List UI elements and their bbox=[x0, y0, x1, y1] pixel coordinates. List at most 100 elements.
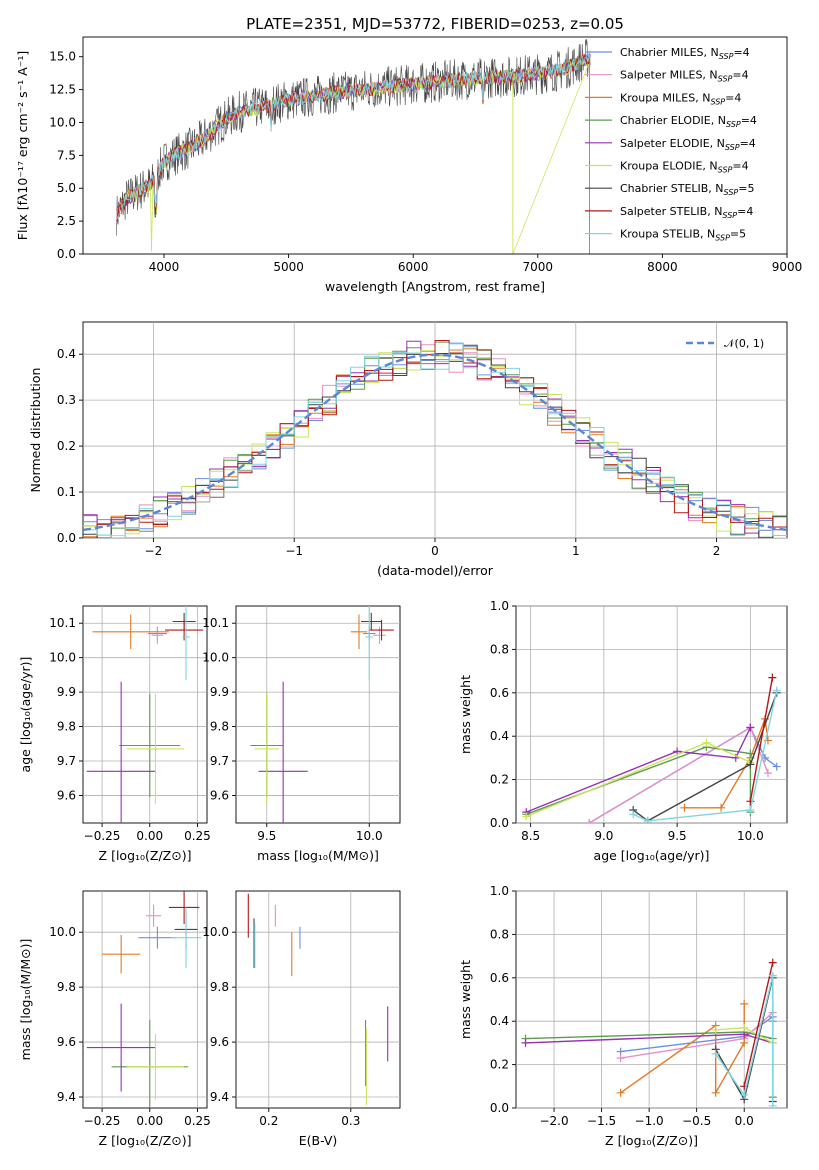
weight-vs-age-xlabel: age [log₁₀(age/yr)] bbox=[594, 848, 710, 863]
age-vs-Z-ytick-label: 10.1 bbox=[49, 616, 76, 630]
mass-vs-ebv-ytick-label: 10.0 bbox=[202, 925, 229, 939]
weight-vs-Z-xtick-label: 0.0 bbox=[735, 1114, 754, 1128]
residuals-ytick-label: 0.1 bbox=[57, 485, 76, 499]
weight-vs-age-ytick-label: 1.0 bbox=[490, 599, 509, 613]
age-vs-mass-xtick-label: 10.0 bbox=[356, 829, 383, 843]
weight-vs-age-marker bbox=[702, 738, 711, 747]
weight-vs-Z-marker bbox=[711, 1025, 720, 1034]
mass-vs-ebv-frame bbox=[235, 890, 401, 1109]
spectrum-ylabel: Flux [fλ10⁻¹⁷ erg cm⁻² s⁻¹ A⁻¹] bbox=[15, 51, 30, 240]
spectrum-xtick-label: 6000 bbox=[398, 260, 429, 274]
weight-vs-age-xtick-label: 8.5 bbox=[521, 829, 540, 843]
weight-vs-Z-marker bbox=[740, 999, 749, 1008]
spectrum-xtick-label: 8000 bbox=[647, 260, 678, 274]
weight-vs-Z-xtick-label: −0.5 bbox=[682, 1114, 711, 1128]
weight-vs-Z-ytick-label: 0.8 bbox=[490, 927, 509, 941]
weight-vs-Z-marker bbox=[768, 1101, 777, 1108]
spectrum-frame bbox=[82, 36, 788, 255]
weight-vs-age-marker bbox=[746, 797, 755, 806]
weight-vs-age-marker bbox=[763, 769, 772, 778]
age-vs-Z-ytick-label: 9.6 bbox=[57, 788, 76, 802]
age-vs-mass-frame bbox=[235, 605, 401, 824]
weight-vs-age-ytick-label: 0.4 bbox=[490, 729, 509, 743]
residuals-xtick-label: 2 bbox=[713, 544, 721, 558]
weight-vs-Z-series-2 bbox=[620, 1003, 745, 1096]
spectrum-legend-entry: Kroupa STELIB, NSSP=5 bbox=[620, 228, 746, 243]
weight-vs-age-marker bbox=[746, 805, 755, 814]
age-vs-Z-frame bbox=[82, 605, 208, 824]
mass-vs-Z-ytick-label: 9.4 bbox=[57, 1090, 76, 1104]
age-vs-Z-ytick-label: 9.9 bbox=[57, 685, 76, 699]
weight-vs-age-marker bbox=[746, 760, 755, 769]
spectrum-legend-entry: Chabrier STELIB, NSSP=5 bbox=[620, 182, 754, 197]
spectrum-legend-entry: Salpeter MILES, NSSP=4 bbox=[620, 69, 749, 84]
weight-vs-age-ytick-label: 0.2 bbox=[490, 773, 509, 787]
weight-vs-age-marker bbox=[629, 810, 638, 819]
residuals-legend-entry: 𝒩(0, 1) bbox=[724, 337, 764, 350]
spectrum-xtick-label: 4000 bbox=[149, 260, 180, 274]
weight-vs-age-marker bbox=[772, 686, 781, 695]
spectrum-ytick-label: 10.0 bbox=[49, 115, 76, 129]
residuals-ytick-label: 0.0 bbox=[57, 531, 76, 545]
mass-vs-Z-ytick-label: 9.8 bbox=[57, 980, 76, 994]
mass-vs-Z-ytick-label: 9.6 bbox=[57, 1035, 76, 1049]
residuals-hist-6 bbox=[83, 344, 787, 538]
weight-vs-age-ytick-label: 0.0 bbox=[490, 816, 509, 830]
weight-vs-Z-marker bbox=[740, 1023, 749, 1032]
mass-vs-Z-ylabel: mass [log₁₀(M/M⊙)] bbox=[18, 939, 33, 1061]
residuals-xtick-label: 1 bbox=[572, 544, 580, 558]
weight-vs-age-series-3 bbox=[526, 746, 752, 815]
weight-vs-Z-ylabel: mass weight bbox=[458, 960, 473, 1039]
weight-vs-age-frame bbox=[515, 605, 788, 824]
residuals-ylabel: Normed distribution bbox=[28, 368, 43, 493]
age-vs-mass-ytick-label: 10.1 bbox=[202, 616, 229, 630]
spectrum-legend-entry: Chabrier MILES, NSSP=4 bbox=[620, 46, 750, 61]
spectrum-xlabel: wavelength [Angstrom, rest frame] bbox=[325, 279, 545, 294]
weight-vs-age-marker bbox=[643, 816, 652, 823]
age-vs-mass-xlabel: mass [log₁₀(M/M⊙)] bbox=[257, 848, 379, 863]
age-vs-Z-ytick-label: 9.7 bbox=[57, 754, 76, 768]
mass-vs-ebv-ytick-label: 9.4 bbox=[210, 1090, 229, 1104]
age-vs-mass-ytick-label: 10.0 bbox=[202, 651, 229, 665]
age-vs-mass-errorbars bbox=[250, 606, 394, 823]
weight-vs-age-ytick-label: 0.8 bbox=[490, 642, 509, 656]
spectrum-xtick-label: 7000 bbox=[523, 260, 554, 274]
residuals-histograms bbox=[83, 340, 787, 538]
mass-vs-Z-errorbars bbox=[86, 891, 202, 1108]
spectrum-legend-entry: Kroupa ELODIE, NSSP=4 bbox=[620, 160, 749, 175]
mass-vs-Z-ytick-label: 10.0 bbox=[49, 925, 76, 939]
spectrum-xtick-label: 9000 bbox=[772, 260, 803, 274]
spectrum-lines bbox=[116, 39, 591, 254]
spectrum-ytick-label: 0.0 bbox=[57, 247, 76, 261]
weight-vs-Z-series-7 bbox=[743, 962, 774, 1087]
weight-vs-Z-marker bbox=[740, 1038, 749, 1047]
spectrum-series-8 bbox=[116, 51, 591, 220]
age-vs-mass-ytick-label: 9.9 bbox=[210, 685, 229, 699]
spectrum-ytick-label: 2.5 bbox=[57, 214, 76, 228]
age-vs-Z-xtick-label: 0.25 bbox=[184, 829, 211, 843]
mass-vs-Z-frame bbox=[82, 890, 208, 1109]
weight-vs-Z-xtick-label: −1.5 bbox=[587, 1114, 616, 1128]
age-vs-mass-ytick-label: 9.6 bbox=[210, 788, 229, 802]
residuals-ytick-label: 0.4 bbox=[57, 347, 76, 361]
weight-vs-Z-series-8 bbox=[715, 975, 774, 1106]
weight-vs-age-marker bbox=[746, 749, 755, 758]
weight-vs-Z-marker bbox=[711, 1049, 720, 1058]
spectrum-ytick-label: 5.0 bbox=[57, 181, 76, 195]
weight-vs-age-lines bbox=[522, 673, 781, 823]
mass-vs-ebv-xtick-label: 0.2 bbox=[259, 1114, 278, 1128]
age-vs-mass-ytick-label: 9.7 bbox=[210, 754, 229, 768]
residuals-xlabel: (data-model)/error bbox=[377, 563, 494, 578]
weight-vs-Z-ytick-label: 0.4 bbox=[490, 1014, 509, 1028]
spectrum-title: PLATE=2351, MJD=53772, FIBERID=0253, z=0… bbox=[246, 15, 624, 33]
residuals-hist-8 bbox=[83, 343, 787, 538]
spectrum-legend-entry: Salpeter ELODIE, NSSP=4 bbox=[620, 137, 756, 152]
residuals-normal-curve bbox=[83, 353, 787, 532]
age-vs-mass-xtick-label: 9.5 bbox=[257, 829, 276, 843]
weight-vs-Z-marker bbox=[768, 971, 777, 980]
spectrum-series-6 bbox=[116, 39, 591, 236]
residuals-xtick-label: 0 bbox=[431, 544, 439, 558]
weight-vs-Z-marker bbox=[616, 1054, 625, 1063]
weight-vs-age-xtick-label: 9.5 bbox=[668, 829, 687, 843]
